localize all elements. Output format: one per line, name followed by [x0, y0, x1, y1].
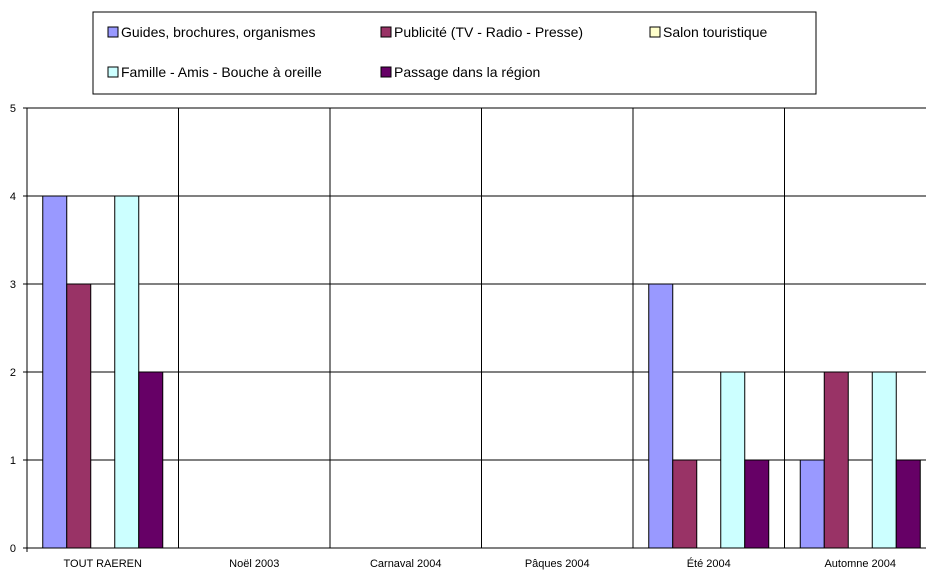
legend-box — [92, 11, 817, 95]
bar — [672, 459, 698, 549]
bar — [648, 283, 674, 549]
y-tick-label: 2 — [10, 367, 16, 379]
y-tick-label: 1 — [10, 455, 16, 467]
y-tick-label: 4 — [10, 191, 16, 203]
legend-label: Famille - Amis - Bouche à oreille — [121, 64, 322, 80]
bar — [744, 459, 770, 549]
bar — [895, 459, 921, 549]
bar — [823, 371, 849, 549]
legend-swatch — [380, 66, 392, 78]
bar — [42, 195, 68, 549]
y-tick-label: 3 — [10, 279, 16, 291]
bar — [138, 371, 164, 549]
x-tick-label: Automne 2004 — [824, 558, 896, 570]
legend-swatch — [649, 26, 661, 38]
legend-label: Guides, brochures, organismes — [121, 24, 316, 40]
legend-swatch — [107, 66, 119, 78]
legend-swatch — [380, 26, 392, 38]
bar — [114, 195, 140, 549]
legend-swatch — [107, 26, 119, 38]
bar — [720, 371, 746, 549]
y-tick-label: 5 — [10, 103, 16, 115]
x-tick-label: Noël 2003 — [229, 558, 279, 570]
x-tick-label: TOUT RAEREN — [64, 558, 142, 570]
x-tick-label: Pâques 2004 — [525, 558, 590, 570]
plot-area: 0 1 2 3 4 5 TOUT RAEREN Noël 2003 Carnaval 2004… — [10, 103, 926, 570]
legend-label: Publicité (TV - Radio - Presse) — [394, 24, 583, 40]
legend: Guides, brochures, organismes Publicité (… — [92, 11, 817, 95]
bar — [799, 459, 825, 549]
legend-label: Salon touristique — [663, 24, 768, 40]
bar — [871, 371, 897, 549]
bar — [66, 283, 92, 549]
y-tick-label: 0 — [10, 543, 16, 555]
x-tick-label: Été 2004 — [687, 557, 731, 570]
legend-label: Passage dans la région — [394, 64, 540, 80]
x-tick-label: Carnaval 2004 — [370, 558, 442, 570]
